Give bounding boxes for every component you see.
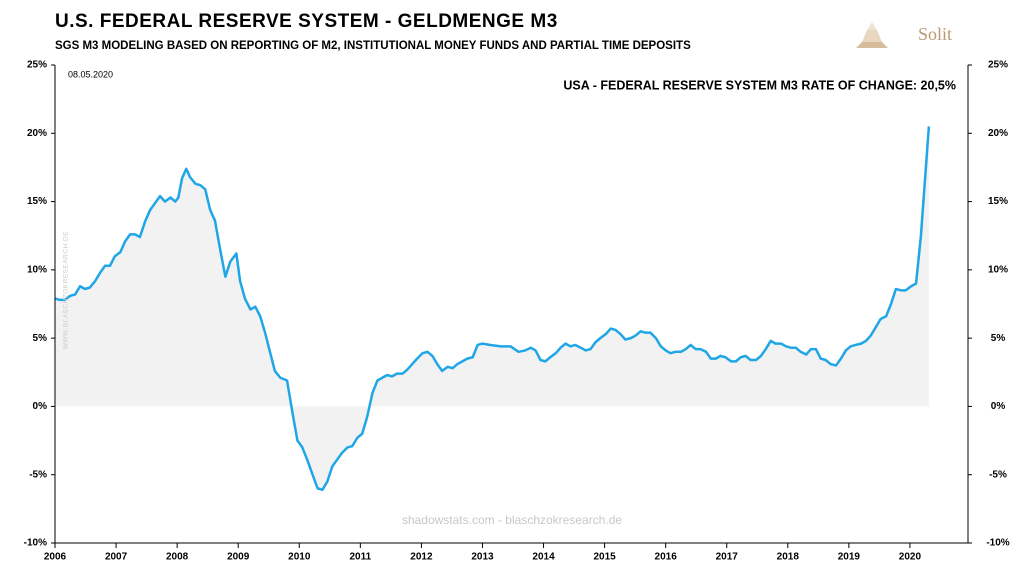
x-tick-label: 2006 — [44, 552, 67, 563]
logo-text: Solit — [918, 24, 952, 44]
x-tick-label: 2016 — [655, 552, 678, 563]
y2-tick-label: -10% — [986, 538, 1009, 549]
y-tick-label: 5% — [33, 333, 48, 344]
y2-tick-label: 20% — [988, 128, 1008, 139]
y-tick-label: 20% — [27, 128, 47, 139]
chart-subtitle: SGS M3 MODELING BASED ON REPORTING OF M2… — [55, 40, 691, 52]
x-tick-label: 2014 — [532, 552, 555, 563]
x-tick-label: 2020 — [899, 552, 922, 563]
x-tick-label: 2017 — [716, 552, 739, 563]
date: 08.05.2020 — [68, 69, 113, 79]
x-tick-label: 2011 — [349, 552, 371, 563]
area — [55, 126, 929, 490]
y-tick-label: 15% — [27, 196, 47, 207]
y-tick-label: 25% — [27, 60, 47, 71]
y-tick-label: 10% — [27, 264, 47, 275]
source: shadowstats.com - blaschzokresearch.de — [402, 513, 622, 527]
logo: Solit — [856, 22, 952, 48]
y2-tick-label: -5% — [989, 469, 1007, 480]
annotation: USA - FEDERAL RESERVE SYSTEM M3 RATE OF … — [563, 78, 956, 92]
x-tick-label: 2015 — [593, 552, 616, 563]
x-tick-label: 2013 — [471, 552, 494, 563]
x-tick-label: 2019 — [838, 552, 861, 563]
chart-title: U.S. FEDERAL RESERVE SYSTEM - GELDMENGE … — [55, 11, 558, 32]
x-tick-label: 2012 — [410, 552, 433, 563]
watermark: WWW.BLASCHZOKRESEARCH.DE — [63, 231, 70, 349]
y-tick-label: 0% — [33, 401, 48, 412]
y2-tick-label: 0% — [991, 401, 1006, 412]
x-tick-label: 2008 — [166, 552, 189, 563]
y2-tick-label: 25% — [988, 60, 1008, 71]
x-tick-label: 2018 — [777, 552, 800, 563]
y2-tick-label: 15% — [988, 196, 1008, 207]
x-tick-label: 2009 — [227, 552, 250, 563]
y-tick-label: -5% — [29, 469, 47, 480]
x-tick-label: 2010 — [288, 552, 311, 563]
line — [54, 126, 931, 491]
y-tick-label: -10% — [24, 538, 47, 549]
y2-tick-label: 10% — [988, 264, 1008, 275]
y2-tick-label: 5% — [991, 333, 1006, 344]
x-tick-label: 2007 — [105, 552, 128, 563]
